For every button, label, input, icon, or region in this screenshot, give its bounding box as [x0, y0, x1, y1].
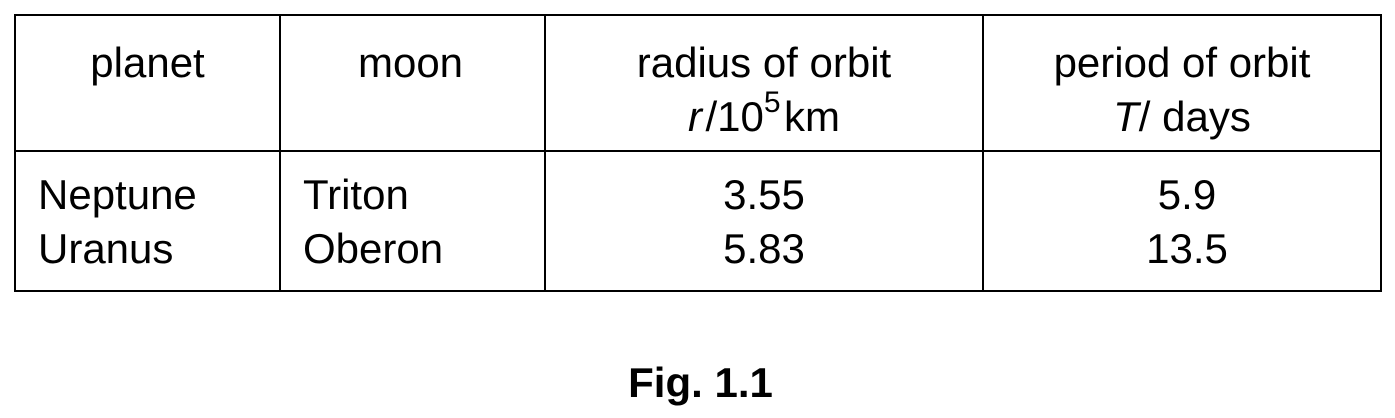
- radius-value: 5.83: [723, 225, 805, 272]
- header-planet: planet: [14, 14, 281, 152]
- radius-unit-exponent: 5: [763, 86, 781, 119]
- period-value: 5.9: [1157, 171, 1217, 218]
- figure-caption: Fig. 1.1: [628, 359, 773, 406]
- header-row: planet moon radius of orbit r /105 km pe…: [14, 14, 1382, 152]
- radius-cell: 3.55 5.83: [544, 150, 984, 292]
- planet-name: Neptune: [38, 171, 197, 218]
- header-moon-label: moon: [357, 39, 464, 86]
- header-planet-label: planet: [90, 39, 205, 86]
- radius-value: 3.55: [723, 171, 805, 218]
- header-radius-unit: r /105 km: [552, 88, 976, 144]
- header-radius-title: radius of orbit: [636, 39, 892, 86]
- table-row: Neptune Uranus Triton Oberon 3.55 5.83 5…: [14, 150, 1382, 292]
- header-moon: moon: [279, 14, 546, 152]
- moon-name: Oberon: [303, 225, 444, 272]
- header-radius: radius of orbit r /105 km: [544, 14, 984, 152]
- header-period-unit: T/ days: [990, 90, 1374, 144]
- radius-symbol: r: [687, 93, 702, 140]
- header-period: period of orbit T/ days: [982, 14, 1382, 152]
- radius-unit-suffix: km: [784, 93, 841, 140]
- period-cell: 5.9 13.5: [982, 150, 1382, 292]
- planet-cell: Neptune Uranus: [14, 150, 281, 292]
- period-value: 13.5: [1146, 225, 1228, 272]
- period-unit-suffix: / days: [1138, 93, 1251, 140]
- moon-name: Triton: [303, 171, 409, 218]
- radius-unit-base: /10: [705, 93, 764, 140]
- planet-name: Uranus: [38, 225, 174, 272]
- orbit-data-table: planet moon radius of orbit r /105 km pe…: [14, 14, 1382, 292]
- moon-cell: Triton Oberon: [279, 150, 546, 292]
- header-period-title: period of orbit: [1053, 39, 1311, 86]
- period-symbol: T: [1113, 93, 1139, 140]
